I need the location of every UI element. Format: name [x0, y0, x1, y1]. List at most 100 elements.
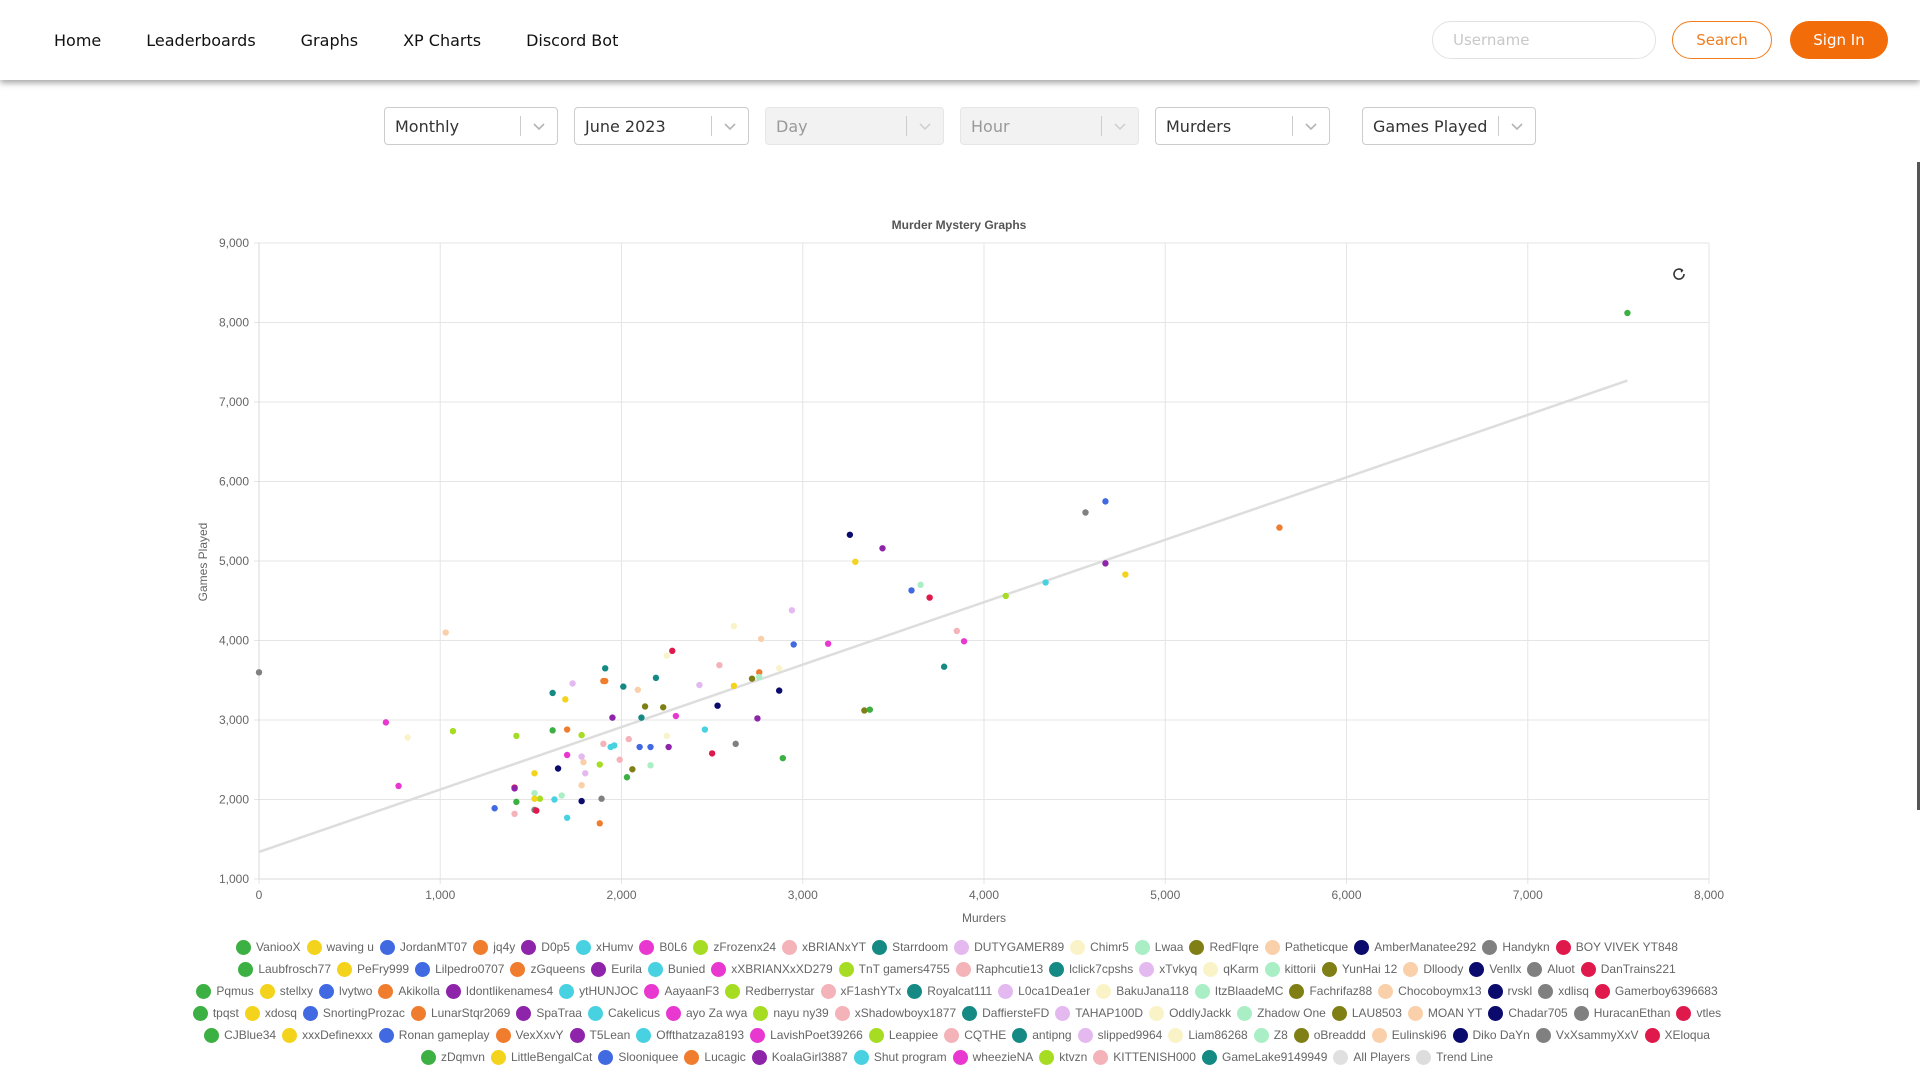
- legend-item[interactable]: xXBRIANXxXD279: [711, 961, 833, 977]
- data-point[interactable]: [866, 706, 874, 713]
- data-point[interactable]: [531, 795, 538, 802]
- legend-item[interactable]: xTvkyq: [1139, 961, 1197, 977]
- data-point[interactable]: [1102, 560, 1109, 567]
- data-point[interactable]: [382, 719, 390, 726]
- legend-item[interactable]: ktvzn: [1039, 1049, 1087, 1065]
- data-point[interactable]: [580, 758, 587, 766]
- data-point[interactable]: [754, 715, 761, 722]
- data-point[interactable]: [663, 732, 671, 740]
- data-point[interactable]: [1102, 498, 1109, 505]
- legend-item[interactable]: xShadowboyx1877: [834, 1005, 956, 1021]
- data-point[interactable]: [730, 622, 738, 630]
- legend-item[interactable]: LavishPoet39266: [750, 1027, 863, 1043]
- month-select[interactable]: June 2023: [574, 107, 749, 145]
- data-point[interactable]: [404, 734, 411, 741]
- legend-item[interactable]: SnortingProzac: [302, 1005, 405, 1021]
- legend-item[interactable]: Fachrifaz88: [1289, 983, 1372, 999]
- legend-item[interactable]: Gamerboy6396683: [1594, 983, 1718, 999]
- data-point[interactable]: [636, 743, 643, 751]
- legend-item[interactable]: AayaanF3: [644, 983, 719, 999]
- legend-item[interactable]: Redberrystar: [725, 983, 815, 999]
- legend-item[interactable]: BakuJana118: [1096, 983, 1189, 999]
- legend-item[interactable]: Chimr5: [1070, 939, 1129, 955]
- data-point[interactable]: [824, 640, 832, 647]
- legend-item[interactable]: KoalaGirl3887: [751, 1049, 848, 1065]
- search-button[interactable]: Search: [1672, 21, 1772, 59]
- legend-item[interactable]: qKarm: [1203, 961, 1259, 977]
- x-stat-select[interactable]: Murders: [1155, 107, 1330, 145]
- nav-xp-charts[interactable]: XP Charts: [403, 30, 482, 50]
- legend-item[interactable]: antipng: [1012, 1027, 1072, 1043]
- data-point[interactable]: [1276, 524, 1283, 531]
- data-point[interactable]: [879, 545, 886, 552]
- data-point[interactable]: [917, 581, 924, 589]
- period-select[interactable]: Monthly: [384, 107, 558, 145]
- data-point[interactable]: [578, 781, 585, 789]
- legend-item[interactable]: waving u: [306, 939, 374, 955]
- legend-item[interactable]: VxXsammyXxV: [1535, 1027, 1639, 1043]
- data-point[interactable]: [790, 641, 797, 648]
- legend-item[interactable]: kittorii: [1264, 961, 1316, 977]
- legend-item[interactable]: Ronan gameplay: [378, 1027, 490, 1043]
- data-point[interactable]: [563, 814, 571, 821]
- legend-item[interactable]: Idontlikenames4: [445, 983, 553, 999]
- legend-item[interactable]: Venllx: [1469, 961, 1521, 977]
- legend-item[interactable]: Lucagic: [684, 1049, 746, 1065]
- data-point[interactable]: [652, 674, 660, 682]
- nav-home[interactable]: Home: [54, 30, 102, 50]
- legend-item[interactable]: Dlloody: [1403, 961, 1463, 977]
- data-point[interactable]: [531, 770, 538, 777]
- legend-item[interactable]: Chadar705: [1488, 1005, 1568, 1021]
- legend-item[interactable]: LunarStqr2069: [410, 1005, 510, 1021]
- data-point[interactable]: [596, 761, 603, 768]
- data-point[interactable]: [775, 665, 783, 672]
- data-point[interactable]: [563, 726, 571, 733]
- data-point[interactable]: [1002, 592, 1009, 600]
- legend-item[interactable]: GameLake9149949: [1201, 1049, 1327, 1065]
- data-point[interactable]: [578, 753, 585, 760]
- data-point[interactable]: [641, 703, 649, 710]
- legend-item[interactable]: OddlyJackk: [1149, 1005, 1231, 1021]
- legend-item[interactable]: Cakelicus: [587, 1005, 660, 1021]
- data-point[interactable]: [775, 687, 783, 694]
- data-point[interactable]: [757, 635, 765, 643]
- legend-item[interactable]: jq4y: [473, 939, 515, 955]
- data-point[interactable]: [638, 714, 645, 721]
- legend-item[interactable]: DaffiersteFD: [962, 1005, 1049, 1021]
- data-point[interactable]: [659, 704, 667, 711]
- data-point[interactable]: [788, 607, 796, 614]
- data-point[interactable]: [491, 805, 498, 812]
- legend-item[interactable]: Aluot: [1527, 961, 1575, 977]
- data-point[interactable]: [533, 807, 540, 814]
- sign-in-button[interactable]: Sign In: [1790, 21, 1888, 59]
- legend-item[interactable]: Trend Line: [1416, 1049, 1493, 1065]
- legend-item[interactable]: Bunied: [647, 961, 705, 977]
- legend-item[interactable]: T5Lean: [569, 1027, 630, 1043]
- data-point[interactable]: [609, 714, 616, 721]
- nav-discord-bot[interactable]: Discord Bot: [526, 30, 619, 50]
- legend-item[interactable]: Pqmus: [196, 983, 254, 999]
- legend-item[interactable]: Z8: [1253, 1027, 1288, 1043]
- legend-item[interactable]: xF1ashYTx: [820, 983, 901, 999]
- data-point[interactable]: [756, 669, 763, 676]
- legend-item[interactable]: wheezieNA: [952, 1049, 1033, 1065]
- legend-item[interactable]: KITTENISH000: [1093, 1049, 1196, 1065]
- data-point[interactable]: [908, 587, 915, 594]
- legend-item[interactable]: xdlisq: [1538, 983, 1589, 999]
- legend-item[interactable]: slipped9964: [1077, 1027, 1162, 1043]
- legend-item[interactable]: rvskl: [1487, 983, 1532, 999]
- data-point[interactable]: [1042, 579, 1049, 586]
- legend-item[interactable]: ytHUNJOC: [559, 983, 638, 999]
- legend-item[interactable]: Slooniquee: [598, 1049, 678, 1065]
- data-point[interactable]: [563, 751, 571, 759]
- legend-item[interactable]: DUTYGAMER89: [954, 939, 1064, 955]
- legend-item[interactable]: Eulinski96: [1371, 1027, 1447, 1043]
- data-point[interactable]: [940, 663, 948, 670]
- legend-item[interactable]: Laubfrosch77: [238, 961, 331, 977]
- legend-item[interactable]: xBRIANxYT: [782, 939, 866, 955]
- legend-item[interactable]: Liam86268: [1168, 1027, 1248, 1043]
- legend-item[interactable]: DanTrains221: [1580, 961, 1676, 977]
- data-point[interactable]: [708, 750, 716, 757]
- data-point[interactable]: [629, 766, 636, 773]
- legend-item[interactable]: XEloqua: [1644, 1027, 1710, 1043]
